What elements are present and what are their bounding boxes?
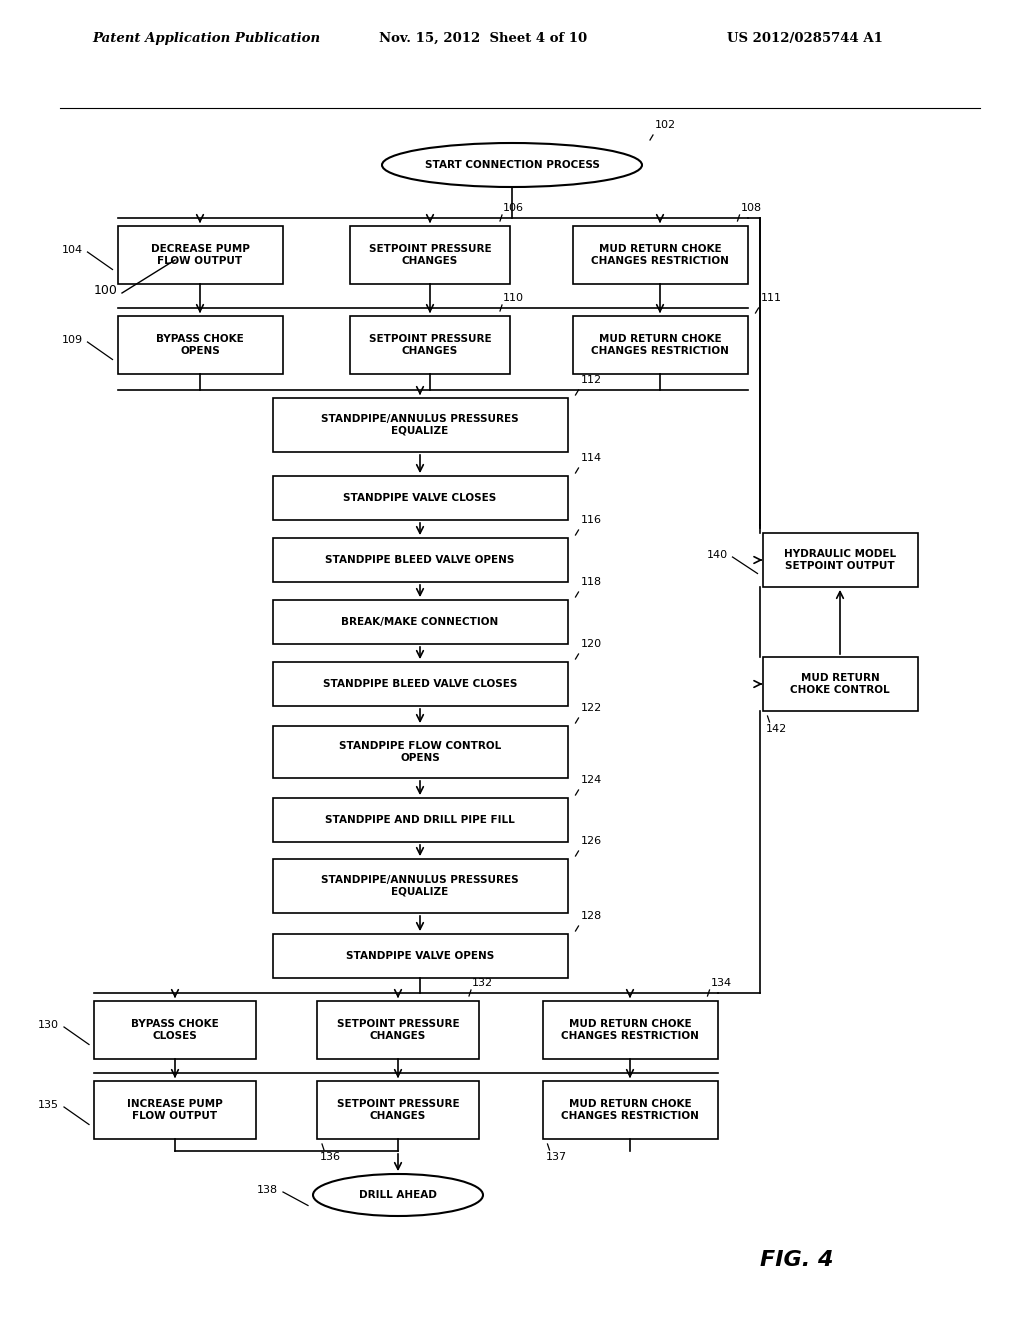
Text: FIG. 4: FIG. 4	[760, 1250, 834, 1270]
Text: START CONNECTION PROCESS: START CONNECTION PROCESS	[425, 160, 599, 170]
FancyBboxPatch shape	[572, 315, 748, 374]
Text: STANDPIPE BLEED VALVE CLOSES: STANDPIPE BLEED VALVE CLOSES	[323, 678, 517, 689]
Text: 110: 110	[503, 293, 524, 304]
FancyBboxPatch shape	[272, 399, 567, 451]
Text: 109: 109	[61, 335, 83, 345]
FancyBboxPatch shape	[118, 226, 283, 284]
Text: SETPOINT PRESSURE
CHANGES: SETPOINT PRESSURE CHANGES	[337, 1100, 460, 1121]
FancyBboxPatch shape	[272, 726, 567, 777]
Text: SETPOINT PRESSURE
CHANGES: SETPOINT PRESSURE CHANGES	[369, 334, 492, 356]
Text: 120: 120	[581, 639, 602, 649]
Text: 132: 132	[472, 978, 494, 987]
Text: 128: 128	[581, 911, 602, 921]
FancyBboxPatch shape	[543, 1001, 718, 1059]
Text: STANDPIPE FLOW CONTROL
OPENS: STANDPIPE FLOW CONTROL OPENS	[339, 742, 501, 763]
Text: 130: 130	[38, 1020, 59, 1030]
Text: 116: 116	[581, 515, 601, 525]
Text: 126: 126	[581, 836, 602, 846]
FancyBboxPatch shape	[763, 533, 918, 587]
Text: 114: 114	[581, 453, 602, 463]
Text: STANDPIPE AND DRILL PIPE FILL: STANDPIPE AND DRILL PIPE FILL	[326, 814, 515, 825]
Text: 136: 136	[319, 1152, 341, 1162]
Text: STANDPIPE BLEED VALVE OPENS: STANDPIPE BLEED VALVE OPENS	[326, 554, 515, 565]
Text: 118: 118	[581, 577, 602, 587]
Text: 138: 138	[257, 1185, 278, 1195]
Text: STANDPIPE VALVE OPENS: STANDPIPE VALVE OPENS	[346, 950, 495, 961]
FancyBboxPatch shape	[272, 799, 567, 842]
FancyBboxPatch shape	[763, 657, 918, 711]
Text: 112: 112	[581, 375, 602, 385]
FancyBboxPatch shape	[94, 1001, 256, 1059]
FancyBboxPatch shape	[272, 601, 567, 644]
Text: 108: 108	[740, 203, 762, 213]
FancyBboxPatch shape	[272, 935, 567, 978]
FancyBboxPatch shape	[350, 315, 510, 374]
Text: SETPOINT PRESSURE
CHANGES: SETPOINT PRESSURE CHANGES	[337, 1019, 460, 1040]
Text: US 2012/0285744 A1: US 2012/0285744 A1	[727, 32, 883, 45]
Text: STANDPIPE/ANNULUS PRESSURES
EQUALIZE: STANDPIPE/ANNULUS PRESSURES EQUALIZE	[322, 414, 519, 436]
Text: 102: 102	[655, 120, 676, 129]
Text: 137: 137	[546, 1152, 566, 1162]
Ellipse shape	[382, 143, 642, 187]
FancyBboxPatch shape	[543, 1081, 718, 1139]
FancyBboxPatch shape	[572, 226, 748, 284]
Text: 104: 104	[61, 246, 83, 255]
Text: MUD RETURN CHOKE
CHANGES RESTRICTION: MUD RETURN CHOKE CHANGES RESTRICTION	[561, 1019, 699, 1040]
Text: 124: 124	[581, 775, 602, 785]
Text: HYDRAULIC MODEL
SETPOINT OUTPUT: HYDRAULIC MODEL SETPOINT OUTPUT	[784, 549, 896, 570]
Text: DRILL AHEAD: DRILL AHEAD	[359, 1191, 437, 1200]
FancyBboxPatch shape	[272, 663, 567, 706]
Text: 134: 134	[711, 978, 731, 987]
Text: BYPASS CHOKE
OPENS: BYPASS CHOKE OPENS	[156, 334, 244, 356]
Text: 100: 100	[94, 284, 118, 297]
Text: Nov. 15, 2012  Sheet 4 of 10: Nov. 15, 2012 Sheet 4 of 10	[379, 32, 587, 45]
FancyBboxPatch shape	[350, 226, 510, 284]
Text: 111: 111	[761, 293, 781, 304]
Text: BREAK/MAKE CONNECTION: BREAK/MAKE CONNECTION	[341, 616, 499, 627]
FancyBboxPatch shape	[317, 1081, 479, 1139]
FancyBboxPatch shape	[272, 477, 567, 520]
FancyBboxPatch shape	[272, 539, 567, 582]
FancyBboxPatch shape	[272, 859, 567, 913]
Text: MUD RETURN CHOKE
CHANGES RESTRICTION: MUD RETURN CHOKE CHANGES RESTRICTION	[561, 1100, 699, 1121]
Text: 135: 135	[38, 1100, 59, 1110]
Text: 106: 106	[503, 203, 524, 213]
Text: 140: 140	[707, 550, 727, 560]
FancyBboxPatch shape	[118, 315, 283, 374]
Text: 122: 122	[581, 704, 602, 713]
Text: STANDPIPE/ANNULUS PRESSURES
EQUALIZE: STANDPIPE/ANNULUS PRESSURES EQUALIZE	[322, 875, 519, 896]
Text: 142: 142	[766, 723, 786, 734]
Ellipse shape	[313, 1173, 483, 1216]
Text: BYPASS CHOKE
CLOSES: BYPASS CHOKE CLOSES	[131, 1019, 219, 1040]
Text: Patent Application Publication: Patent Application Publication	[92, 32, 321, 45]
Text: MUD RETURN CHOKE
CHANGES RESTRICTION: MUD RETURN CHOKE CHANGES RESTRICTION	[591, 244, 729, 265]
FancyBboxPatch shape	[94, 1081, 256, 1139]
Text: STANDPIPE VALVE CLOSES: STANDPIPE VALVE CLOSES	[343, 492, 497, 503]
Text: INCREASE PUMP
FLOW OUTPUT: INCREASE PUMP FLOW OUTPUT	[127, 1100, 223, 1121]
Text: SETPOINT PRESSURE
CHANGES: SETPOINT PRESSURE CHANGES	[369, 244, 492, 265]
Text: DECREASE PUMP
FLOW OUTPUT: DECREASE PUMP FLOW OUTPUT	[151, 244, 250, 265]
Text: MUD RETURN
CHOKE CONTROL: MUD RETURN CHOKE CONTROL	[791, 673, 890, 694]
Text: MUD RETURN CHOKE
CHANGES RESTRICTION: MUD RETURN CHOKE CHANGES RESTRICTION	[591, 334, 729, 356]
FancyBboxPatch shape	[317, 1001, 479, 1059]
